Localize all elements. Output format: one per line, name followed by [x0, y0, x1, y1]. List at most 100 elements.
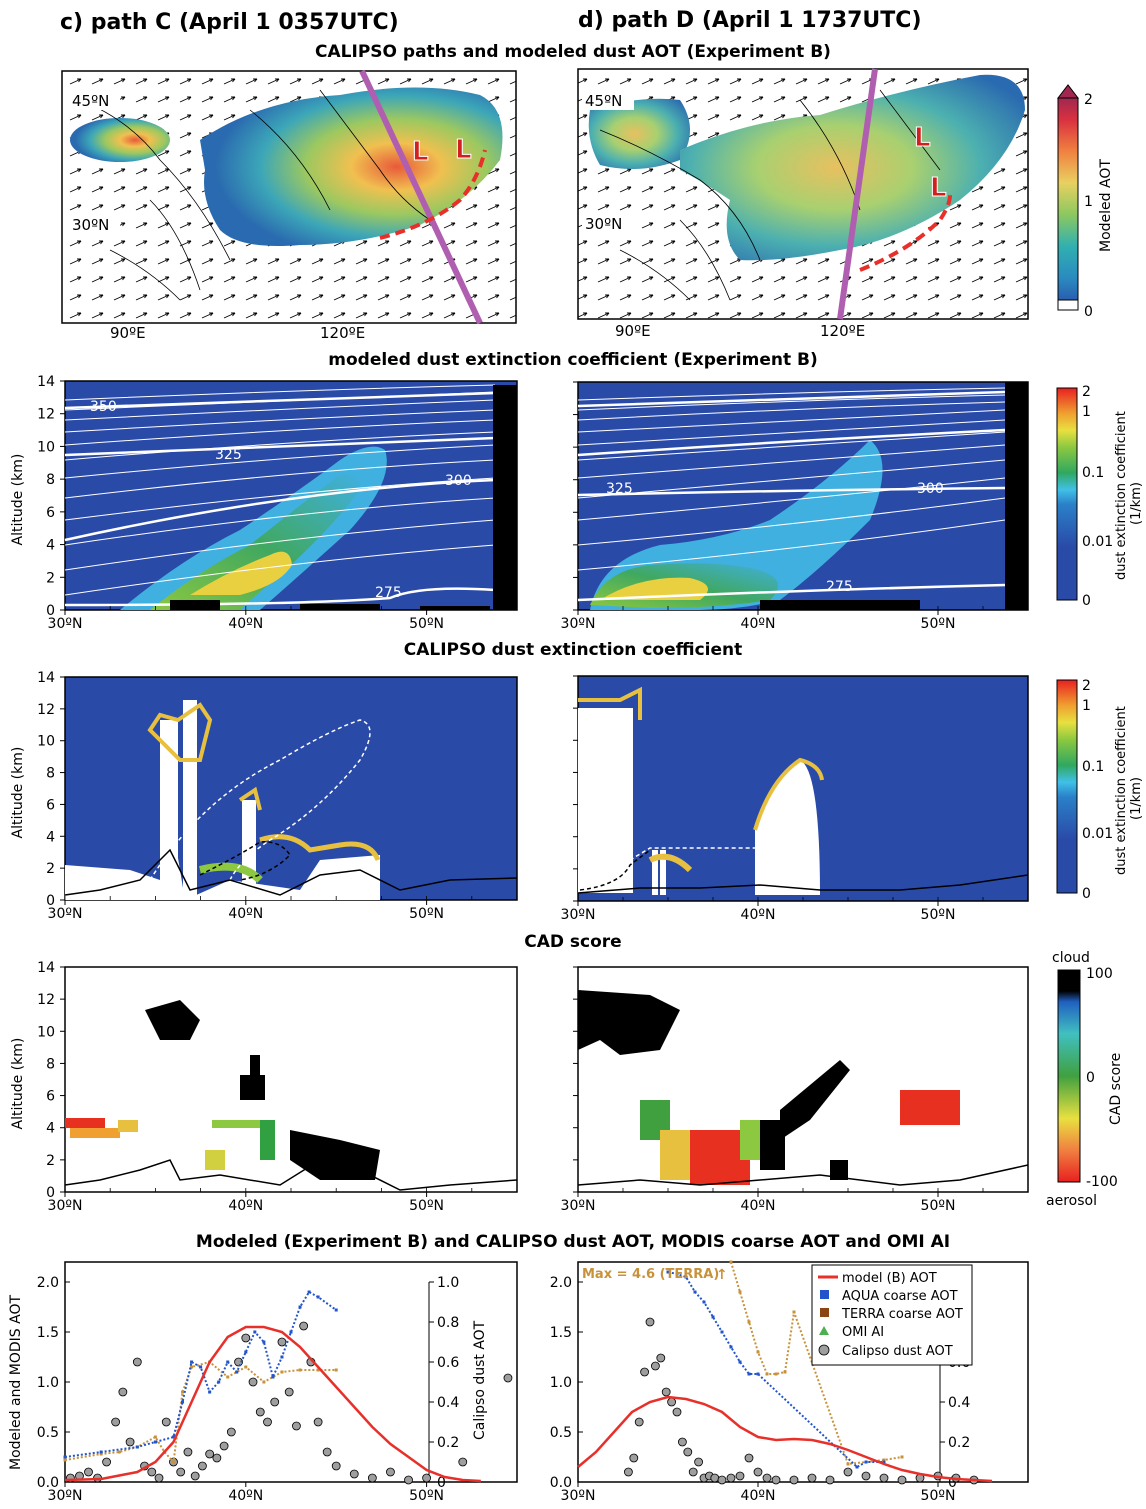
data-gap-d — [1005, 382, 1028, 610]
ext-blob-c-outer — [120, 446, 387, 610]
xtick-label-c-0: 30ºN — [48, 616, 83, 632]
ytick-label-0: 10 — [37, 439, 55, 455]
xtick-label-c-0: 40ºN — [228, 616, 263, 632]
calipso-dust-point — [313, 1417, 323, 1427]
calipso-dust-point — [176, 1467, 186, 1477]
low-marker-d1: L — [914, 123, 931, 153]
aqua-point — [171, 1435, 175, 1439]
section-calipso-ext-title: CALIPSO dust extinction coefficient — [403, 640, 743, 660]
calipso-dust-point — [735, 1471, 745, 1481]
calipso-dust-point — [744, 1453, 754, 1463]
theta-contours-c — [64, 384, 496, 596]
aqua-point — [864, 1460, 868, 1464]
calipso-dust-point — [263, 1417, 272, 1427]
ytick-label-0: 0 — [46, 603, 55, 619]
calipso-dust-point — [125, 1437, 135, 1447]
lat-label-45-d: 45ºN — [585, 92, 622, 110]
legend-model-label: model (B) AOT — [842, 1271, 937, 1286]
aot-ytick-right-label: 0.2 — [437, 1435, 459, 1451]
aot-ytick-left-label: 0.5 — [550, 1425, 572, 1441]
aot-ytick-left-label: 0.0 — [37, 1475, 59, 1491]
dust-plume-main-d — [680, 74, 1025, 261]
contour-275-c: 275 — [375, 585, 402, 601]
legend-aqua-label: AQUA coarse AOT — [842, 1289, 958, 1304]
aqua-point — [729, 1345, 733, 1349]
aot-ytick-right-label: 0.4 — [437, 1395, 459, 1411]
ytick-label-0: 14 — [37, 374, 55, 390]
xtick-label-c-0: 50ºN — [409, 616, 444, 632]
xtick-label-d-2: 30ºN — [561, 1198, 596, 1214]
lat-label-30-d: 30ºN — [585, 215, 622, 233]
aqua-point — [244, 1350, 248, 1354]
aot-ytick-right-label: 1.0 — [437, 1275, 459, 1291]
calipso-dust-point — [861, 1471, 871, 1481]
calipso-dust-point — [688, 1467, 698, 1477]
ytick-label-1: 6 — [46, 797, 55, 813]
aqua-point — [711, 1315, 715, 1319]
calipso-dust-point — [458, 1457, 468, 1467]
aot-xtick-label: 40ºN — [741, 1488, 776, 1504]
calipso-dust-point — [226, 1427, 236, 1437]
cb-ext1-tick-2: 2 — [1082, 384, 1091, 400]
aqua-point — [262, 1340, 266, 1344]
calipso-dust-point — [198, 1461, 207, 1471]
altitude-axis-label-0: Altitude (km) — [10, 454, 26, 546]
aqua-point — [271, 1375, 275, 1379]
calipso-dust-point — [292, 1421, 301, 1431]
aqua-point — [720, 1330, 724, 1334]
xtick-label-c-1: 50ºN — [409, 906, 444, 922]
cb-aot-tick-1: 1 — [1084, 194, 1093, 210]
ytick-label-0: 8 — [46, 472, 55, 488]
xtick-label-d-2: 40ºN — [741, 1198, 776, 1214]
cb-ext1-tick-01: 0.1 — [1082, 465, 1104, 481]
data-gap-c — [493, 385, 517, 610]
cad-panel-d — [577, 966, 1029, 1193]
aqua-point — [307, 1290, 311, 1294]
calipso-dust-point — [367, 1473, 377, 1483]
calipso-dust-point — [277, 1337, 287, 1347]
calipso-dust-point — [349, 1469, 359, 1479]
contour-350-c: 350 — [90, 399, 117, 415]
calipso-dust-point — [807, 1473, 817, 1483]
aqua-point — [702, 1300, 706, 1304]
calipso-dust-point — [710, 1473, 720, 1483]
map-panel-d: L L 45ºN 30ºN 90ºE 120ºE — [577, 68, 1029, 340]
legend-calipso-swatch — [818, 1344, 830, 1356]
xtick-label-c-2: 40ºN — [228, 1198, 263, 1214]
xtick-label-d-0: 50ºN — [921, 616, 956, 632]
aqua-point — [693, 1290, 697, 1294]
calipso-dust-point — [331, 1461, 341, 1471]
terra-point — [783, 1370, 787, 1374]
calipso-dust-point — [205, 1449, 215, 1459]
calipso-dust-point — [843, 1467, 853, 1477]
ytick-label-1: 2 — [46, 861, 55, 877]
xtick-label-d-1: 40ºN — [741, 907, 776, 923]
contour-325-c: 325 — [215, 447, 242, 463]
cb-aot-tick-0: 0 — [1084, 304, 1093, 320]
aqua-point — [747, 1372, 751, 1376]
lat-label-30-c: 30ºN — [72, 216, 109, 234]
lon-label-120-d: 120ºE — [820, 322, 865, 340]
calipso-dust-point — [661, 1387, 671, 1397]
aqua-point — [217, 1380, 221, 1384]
legend: model (B) AOT AQUA coarse AOT TERRA coar… — [811, 1264, 973, 1366]
terra-point — [298, 1368, 302, 1372]
ytick-label-0: 2 — [46, 570, 55, 586]
max-terra-annotation: Max = 4.6 (TERRA) — [582, 1267, 719, 1282]
low-marker-d2: L — [930, 173, 947, 203]
cb-cad-label: CAD score — [1108, 1053, 1124, 1125]
aqua-point — [738, 1360, 742, 1364]
aqua-point — [226, 1360, 230, 1364]
contour-325-d: 325 — [606, 481, 633, 497]
lon-label-90-d: 90ºE — [615, 322, 651, 340]
dust-plume-west-d — [588, 98, 690, 169]
calipso-dust-point — [634, 1417, 644, 1427]
aot-ytick-left-label: 0.5 — [37, 1425, 59, 1441]
model-ext-panel-d: 325 300 275 — [577, 381, 1029, 611]
calipso-dust-point — [656, 1353, 666, 1363]
calipso-dust-point — [762, 1473, 772, 1483]
calipso-dust-point — [118, 1387, 128, 1397]
legend-terra-label: TERRA coarse AOT — [841, 1307, 963, 1322]
calipso-dust-point — [183, 1447, 193, 1457]
calipso-dust-point — [422, 1473, 432, 1483]
